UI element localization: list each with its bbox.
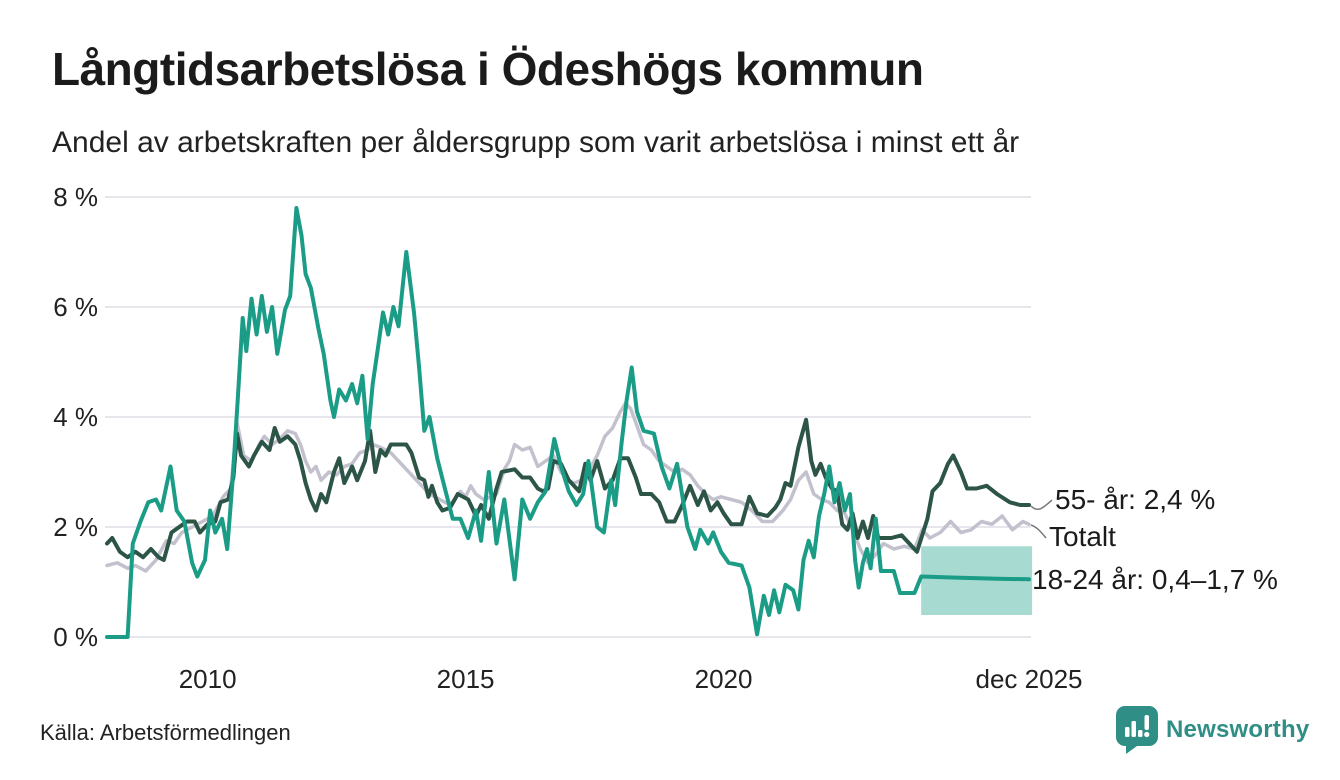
source-note: Källa: Arbetsförmedlingen [40,720,291,745]
y-tick-label: 2 % [53,512,98,542]
leader-line-55 [1030,499,1053,511]
y-tick-label: 4 % [53,402,98,432]
y-tick-label: 6 % [53,292,98,322]
page-title: Långtidsarbetslösa i Ödeshögs kommun [52,43,924,95]
series-end-label-totalt: Totalt [1049,521,1116,552]
x-tick-label: dec 2025 [976,664,1083,694]
x-tick-label: 2020 [695,664,753,694]
x-tick-label: 2010 [179,664,237,694]
series-end-label-55: 55- år: 2,4 % [1055,484,1216,515]
chart-subtitle: Andel av arbetskraften per åldersgrupp s… [52,126,1020,159]
y-tick-label: 8 % [53,182,98,212]
newsworthy-branding: Newsworthy [1116,706,1309,754]
x-tick-label: 2015 [437,664,495,694]
leader-line-totalt [1030,524,1047,539]
newsworthy-logo-icon [1116,706,1158,754]
newsworthy-wordmark: Newsworthy [1166,716,1310,743]
y-tick-label: 0 % [53,622,98,652]
series-end-label-18-24: 18-24 år: 0,4–1,7 % [1032,564,1278,595]
series-line-18-24-r [105,206,1031,639]
